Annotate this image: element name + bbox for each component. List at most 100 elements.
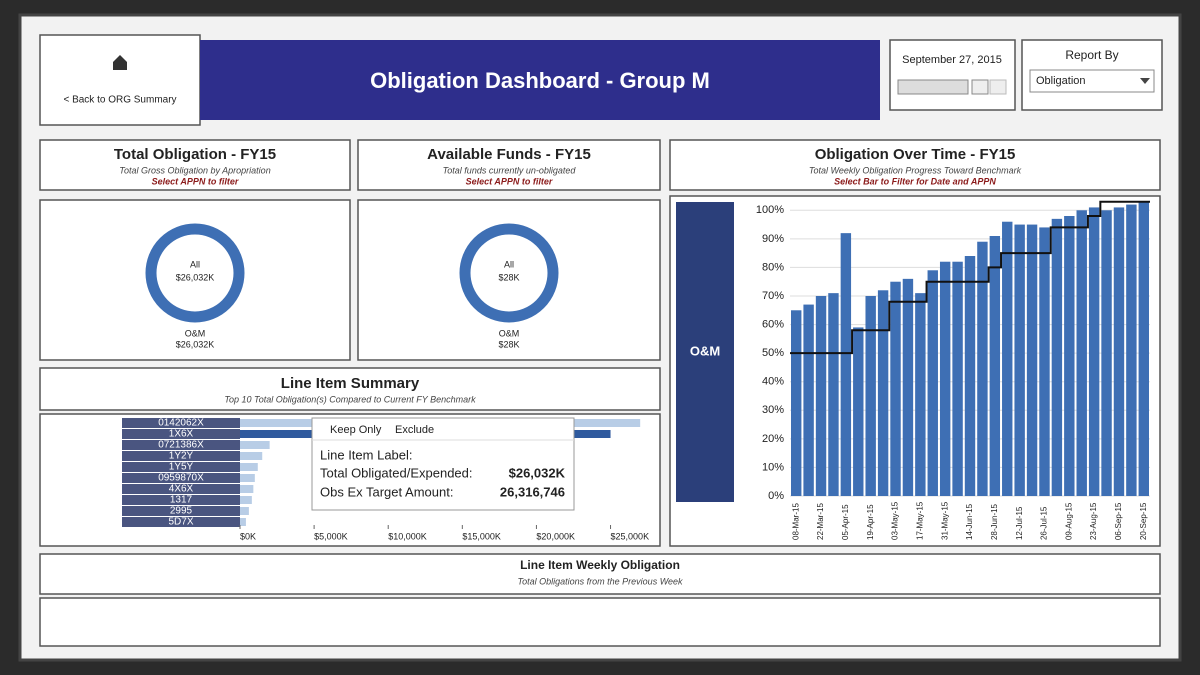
row-label-cell <box>122 440 240 450</box>
bar <box>240 507 249 515</box>
panel-header <box>39 553 1161 595</box>
bar <box>952 261 963 496</box>
row-label-cell <box>122 484 240 494</box>
donut-ring[interactable] <box>145 223 245 323</box>
date-slider[interactable] <box>897 79 969 95</box>
panel-subtitle: Total Obligations from the Previous Week <box>517 576 683 586</box>
x-tick-label: 05-Apr-15 <box>841 504 850 540</box>
bar <box>977 241 988 496</box>
x-tick-label: 06-Sep-15 <box>1114 502 1123 540</box>
dropdown-arrow <box>1140 78 1150 84</box>
row-label-cell <box>122 451 240 461</box>
row-label-cell <box>122 462 240 472</box>
x-tick-label: 22-Mar-15 <box>816 503 825 540</box>
date-next[interactable] <box>989 79 1007 95</box>
bar <box>240 485 254 493</box>
bar <box>791 310 802 496</box>
x-tick-label: 03-May-15 <box>891 501 900 540</box>
segment-label: O&M <box>185 328 206 338</box>
row-label: 0721386X <box>158 440 204 451</box>
bar <box>1039 227 1050 496</box>
y-tick-label: 10% <box>762 461 784 473</box>
donut-center-value: $28K <box>498 272 519 282</box>
row-label-cell <box>122 506 240 516</box>
x-tick-label: 12-Jul-15 <box>1015 506 1024 540</box>
benchmark-line <box>790 200 1150 355</box>
home-icon <box>113 55 127 70</box>
bar <box>1051 218 1063 496</box>
y-tick-label: 30% <box>762 404 784 416</box>
panel-title: Line Item Summary <box>281 375 420 392</box>
y-tick-label: 90% <box>762 233 784 245</box>
row-label: 1Y2Y <box>169 451 194 462</box>
panel-hint: Select Bar to Filter for Date and APPN <box>834 176 996 186</box>
row-label: 2995 <box>170 506 193 517</box>
bar <box>1026 224 1038 497</box>
panel-subtitle: Top 10 Total Obligation(s) Compared to C… <box>224 394 476 404</box>
y-tick-label: 50% <box>762 347 784 359</box>
segment-value: $26,032K <box>176 339 215 349</box>
row-label-cell <box>122 495 240 505</box>
tooltip-value: $26,032K <box>509 465 566 480</box>
row-label: 1Y5Y <box>169 462 194 473</box>
bar <box>964 256 976 496</box>
x-tick-label: 17-May-15 <box>915 501 924 540</box>
donut-ring[interactable] <box>459 223 559 323</box>
row-label: 1X6X <box>169 429 194 440</box>
x-tick-label: 28-Jun-15 <box>990 503 999 540</box>
bar <box>890 281 901 496</box>
donut-center-value: $26,032K <box>176 272 215 282</box>
bar <box>815 296 827 496</box>
bar <box>828 293 839 496</box>
y-tick-label: 60% <box>762 318 784 330</box>
panel-hint: Select APPN to filter <box>152 176 239 186</box>
x-tick-label: $0K <box>240 531 256 541</box>
x-tick-label: 26-Jul-15 <box>1040 506 1049 540</box>
row-label-cell <box>122 473 240 483</box>
segment-value: $28K <box>498 339 519 349</box>
row-label: 5D7X <box>168 517 193 528</box>
tooltip-value: 26,316,746 <box>500 484 565 499</box>
y-tick-label: 80% <box>762 261 784 273</box>
panel-header <box>39 367 661 411</box>
panel-subtitle: Total funds currently un-obligated <box>443 165 577 175</box>
bar <box>915 293 926 496</box>
x-tick-label: 31-May-15 <box>940 501 949 540</box>
panel-title: Available Funds - FY15 <box>427 146 591 163</box>
bar <box>1088 207 1100 496</box>
donut-center-label: All <box>190 259 200 269</box>
time-chart: 0% 10% 20% 30% 40% 50% 60% 70% 80% 90% 100% 08-Mar-… <box>756 200 1150 540</box>
weekly-panel <box>39 597 1161 647</box>
bar <box>803 304 814 496</box>
row-label: 0142062X <box>158 418 204 429</box>
x-tick-label: $25,000K <box>611 531 650 541</box>
x-tick-label: 14-Jun-15 <box>965 503 974 540</box>
keep-only[interactable]: Keep Only <box>330 424 382 436</box>
x-tick-label: $15,000K <box>462 531 501 541</box>
row-label: 1317 <box>170 495 193 506</box>
tooltip-key: Line Item Label: <box>320 447 413 462</box>
panel-title: Total Obligation - FY15 <box>114 146 276 163</box>
tooltip-key: Obs Ex Target Amount: <box>320 484 453 499</box>
tooltip-key: Total Obligated/Expended: <box>320 465 473 480</box>
row-label: 0959870X <box>158 473 204 484</box>
panel-title: Line Item Weekly Obligation <box>520 558 680 572</box>
row-label-cell <box>122 418 240 428</box>
x-tick-label: $5,000K <box>314 531 348 541</box>
bar <box>1101 210 1112 497</box>
bar <box>865 296 876 496</box>
exclude[interactable]: Exclude <box>395 424 434 436</box>
back-link[interactable]: < Back to ORG Summary <box>63 95 176 106</box>
bar <box>240 518 246 526</box>
date-prev[interactable] <box>971 79 989 95</box>
bar <box>902 278 914 496</box>
dashboard-title: Obligation Dashboard - Group M <box>370 68 710 93</box>
bar <box>853 327 864 496</box>
back-button[interactable] <box>39 34 201 126</box>
panel-subtitle: Total Weekly Obligation Progress Toward … <box>809 165 1022 175</box>
x-tick-label: $20,000K <box>536 531 575 541</box>
report-by-dropdown[interactable] <box>1029 69 1155 93</box>
appn-cell[interactable] <box>676 202 734 502</box>
x-tick-label: 20-Sep-15 <box>1139 502 1148 540</box>
bar <box>1002 221 1013 496</box>
